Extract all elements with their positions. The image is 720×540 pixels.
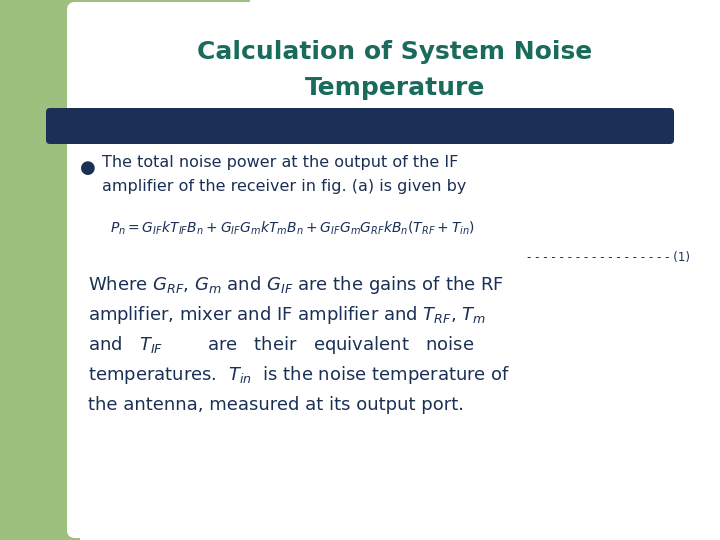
Text: amplifier of the receiver in fig. (a) is given by: amplifier of the receiver in fig. (a) is… bbox=[102, 179, 467, 193]
Text: Temperature: Temperature bbox=[305, 76, 485, 100]
Text: amplifier, mixer and IF amplifier and $T_{RF}$, $T_m$: amplifier, mixer and IF amplifier and $T… bbox=[88, 304, 486, 326]
Text: - - - - - - - - - - - - - - - - - - (1): - - - - - - - - - - - - - - - - - - (1) bbox=[527, 252, 690, 265]
Text: the antenna, measured at its output port.: the antenna, measured at its output port… bbox=[88, 396, 464, 414]
Text: $P_n = G_{IF}kT_{IF}B_n + G_{IF}G_mkT_mB_n + G_{IF}G_mG_{RF}kB_n(T_{RF}+T_{in})$: $P_n = G_{IF}kT_{IF}B_n + G_{IF}G_mkT_mB… bbox=[110, 219, 475, 237]
FancyBboxPatch shape bbox=[46, 108, 674, 144]
Bar bbox=[0, 0, 250, 105]
Text: Where $G_{RF}$, $G_m$ and $G_{IF}$ are the gains of the RF: Where $G_{RF}$, $G_m$ and $G_{IF}$ are t… bbox=[88, 274, 504, 296]
Text: Calculation of System Noise: Calculation of System Noise bbox=[197, 40, 593, 64]
Text: ●: ● bbox=[80, 159, 96, 177]
Text: temperatures.  $T_{in}$  is the noise temperature of: temperatures. $T_{in}$ is the noise temp… bbox=[88, 364, 510, 386]
FancyBboxPatch shape bbox=[67, 2, 720, 538]
Bar bbox=[0, 0, 80, 540]
Text: and   $T_{IF}$        are   their   equivalent   noise: and $T_{IF}$ are their equivalent noise bbox=[88, 334, 474, 356]
Text: The total noise power at the output of the IF: The total noise power at the output of t… bbox=[102, 154, 459, 170]
